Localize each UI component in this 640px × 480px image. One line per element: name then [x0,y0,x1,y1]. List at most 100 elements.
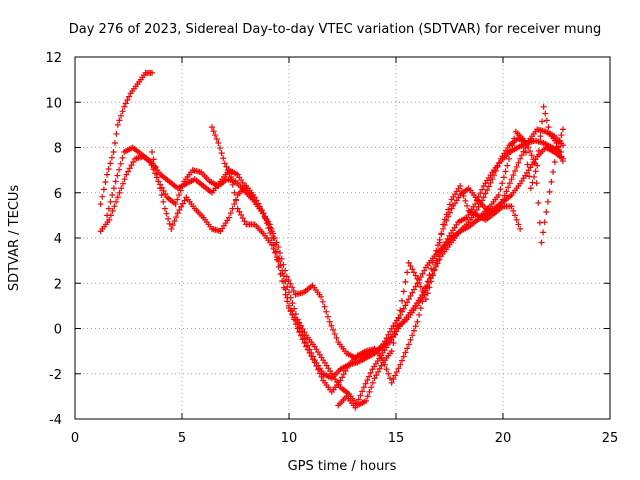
data-point [231,201,238,208]
data-point [419,270,426,277]
data-point [354,400,361,407]
data-point [330,326,337,333]
data-point [427,274,434,281]
data-point [367,369,374,376]
y-tick-label: 6 [54,187,62,202]
data-point [446,209,453,216]
data-point [534,162,541,169]
data-point [537,133,544,140]
data-point [510,207,517,214]
data-point [434,260,441,267]
data-point [149,69,156,76]
data-point [172,201,179,208]
data-point [326,318,333,325]
data-point [472,201,479,208]
data-point [510,172,517,179]
data-point [535,147,542,154]
data-point [119,154,126,161]
data-point [542,110,549,117]
data-point [492,168,499,175]
data-point [284,283,291,290]
data-point [114,194,121,201]
data-point [439,245,446,252]
data-point [525,144,532,151]
data-point [324,313,331,320]
data-point [270,235,277,241]
data-point [118,185,125,192]
data-point [434,248,441,255]
data-point [518,152,525,159]
data-point [323,308,330,315]
data-point [494,163,501,170]
data-point [104,171,111,178]
data-point [404,269,411,276]
data-point [400,288,407,295]
data-point [321,303,328,310]
data-point [462,197,469,204]
data-point [398,297,405,304]
data-point [97,201,104,208]
data-point [404,345,411,352]
data-point [440,221,447,228]
data-point [526,148,533,155]
data-point [153,171,160,178]
data-point [117,160,124,167]
data-point [178,203,185,210]
data-point [444,235,451,242]
data-point [500,174,507,181]
data-point [500,196,506,203]
data-point [359,388,366,395]
data-point [239,215,246,222]
data-point [405,259,412,266]
data-point [511,212,518,219]
data-point [485,183,492,190]
data-point [315,366,322,373]
data-point [555,144,562,151]
data-point [558,153,565,160]
data-point [107,160,114,167]
data-point [407,263,414,270]
data-point [479,197,486,204]
data-point [473,206,480,213]
data-point [540,103,547,110]
data-point [303,343,310,350]
data-point [177,187,184,194]
data-point [357,392,364,399]
data-point [100,186,107,193]
data-point [160,198,167,205]
data-point [397,361,404,368]
data-point [496,159,503,166]
data-point [121,176,128,183]
data-point [523,149,530,156]
data-point [342,368,349,375]
data-point [228,173,235,180]
data-point [285,277,292,284]
data-point [168,225,175,232]
data-point [409,266,416,273]
data-point [503,188,510,195]
data-point [174,210,181,217]
data-point [364,377,371,384]
data-point [511,168,518,175]
data-point [99,193,106,200]
data-point [262,213,269,220]
data-point [110,149,117,156]
data-point [150,156,157,163]
data-point [299,336,306,343]
data-point [102,179,109,186]
data-point [398,357,405,364]
data-point [163,210,170,217]
y-tick-label: 4 [54,232,62,247]
data-point [227,210,234,217]
data-point [122,100,129,107]
data-point [208,124,215,131]
data-point [546,188,553,195]
data-point [559,142,566,149]
y-tick-labels: -4 -2 0 2 4 6 8 10 12 [45,51,62,428]
data-point [375,368,382,375]
data-point [548,178,555,185]
data-point [297,332,304,339]
data-point [126,93,133,100]
data-point [414,318,421,325]
